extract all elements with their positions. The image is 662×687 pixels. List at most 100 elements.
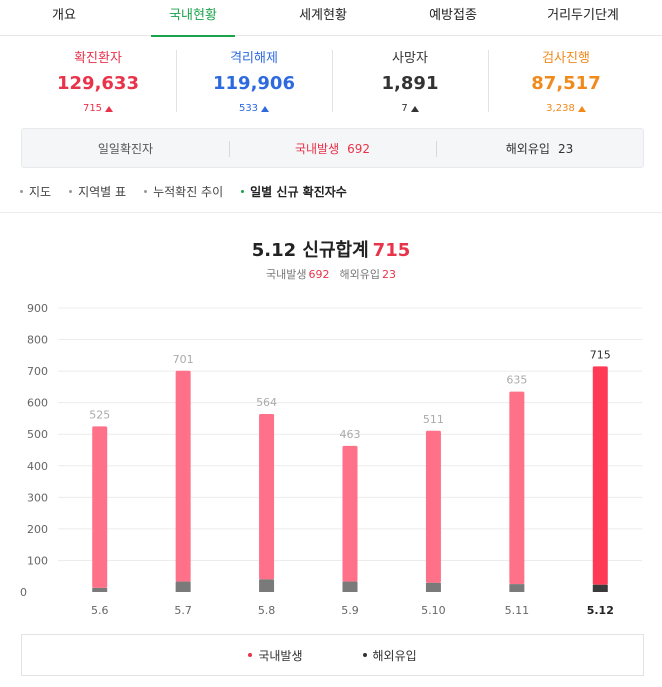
subnav-daily-new-label: 일별 신규 확진자수 xyxy=(250,184,347,199)
bar-overseas xyxy=(259,579,275,592)
daily-domestic-value: 692 xyxy=(347,141,371,156)
stat-deaths-value: 1,891 xyxy=(381,73,439,94)
bar-domestic xyxy=(175,370,191,582)
chart-subnav: 지도 지역별 표 누적확진 추이 일별 신규 확진자수 xyxy=(20,182,365,200)
legend-domestic[interactable]: 국내발생 xyxy=(248,647,303,664)
bar-value-label: 715 xyxy=(590,348,611,361)
stat-deaths-change-value: 7 xyxy=(401,103,408,114)
up-triangle-icon xyxy=(577,106,586,112)
y-tick-label: 0 xyxy=(20,586,27,599)
daily-overseas-value: 23 xyxy=(557,141,574,156)
stat-confirmed: 확진환자 129,633 715 xyxy=(20,40,176,122)
subnav-region-table-label: 지역별 표 xyxy=(78,184,127,199)
x-tick-label: 5.6 xyxy=(91,604,109,617)
legend-domestic-dot-icon xyxy=(248,653,253,657)
bar-value-label: 525 xyxy=(89,408,110,421)
daily-domestic-label: 국내발생 xyxy=(294,141,340,156)
bar-value-label: 635 xyxy=(506,374,527,387)
bar-value-label: 511 xyxy=(423,413,444,426)
bar-domestic xyxy=(259,414,275,580)
subnav-region-table[interactable]: 지역별 표 xyxy=(69,182,126,200)
subnav-map-label: 지도 xyxy=(29,184,52,199)
bar-domestic xyxy=(342,445,358,582)
section-divider xyxy=(0,212,662,213)
daily-overseas-label: 해외유입 xyxy=(505,141,550,156)
stat-released-label: 격리해제 xyxy=(230,51,278,66)
bar-domestic xyxy=(425,430,441,583)
bar-overseas xyxy=(342,581,358,592)
y-tick-label: 600 xyxy=(27,397,48,410)
y-tick-label: 700 xyxy=(27,365,48,378)
chart-title-total: 715 xyxy=(372,240,411,261)
bar-value-label: 564 xyxy=(256,396,277,409)
up-triangle-icon xyxy=(105,106,114,112)
daily-domestic: 국내발생 692 xyxy=(229,140,436,157)
stat-released: 격리해제 119,906 533 xyxy=(176,40,332,122)
daily-label: 일일확진자 xyxy=(97,141,154,156)
daily-overseas: 해외유입 23 xyxy=(436,140,643,157)
stat-confirmed-change-value: 715 xyxy=(82,103,103,114)
summary-stats: 확진환자 129,633 715 격리해제 119,906 533 사망자 1,… xyxy=(20,40,644,122)
bullet-icon xyxy=(241,189,245,193)
bar-value-label: 463 xyxy=(340,428,361,441)
subnav-cumulative[interactable]: 누적확진 추이 xyxy=(144,182,223,200)
bullet-icon xyxy=(69,189,73,193)
y-tick-label: 300 xyxy=(27,491,48,504)
up-triangle-icon xyxy=(410,106,419,112)
stat-testing-label: 검사진행 xyxy=(542,51,590,66)
x-tick-label: 5.12 xyxy=(587,604,614,617)
chart-title-text: 5.12 신규합계 xyxy=(251,240,369,261)
stat-released-value: 119,906 xyxy=(213,73,295,94)
chart-legend: 국내발생 해외유입 xyxy=(21,634,644,676)
bar-domestic xyxy=(592,366,608,585)
x-tick-label: 5.10 xyxy=(421,604,446,617)
stat-testing-change: 3,238 xyxy=(546,102,586,116)
stat-confirmed-change: 715 xyxy=(82,102,114,116)
stat-deaths: 사망자 1,891 7 xyxy=(332,40,488,122)
stat-confirmed-value: 129,633 xyxy=(57,73,139,94)
subnav-daily-new[interactable]: 일별 신규 확진자수 xyxy=(241,182,347,200)
y-tick-label: 400 xyxy=(27,460,48,473)
chart-subtitle: 국내발생 692 해외유입 23 xyxy=(0,266,662,282)
y-tick-label: 500 xyxy=(27,428,48,441)
bar-overseas xyxy=(175,581,191,592)
bar-value-label: 701 xyxy=(173,353,194,366)
legend-domestic-label: 국내발생 xyxy=(258,648,303,663)
legend-overseas-dot-icon xyxy=(362,653,367,657)
bar-overseas xyxy=(92,587,108,592)
stat-testing-change-value: 3,238 xyxy=(546,103,575,114)
chart-sub-domestic-label: 국내발생 xyxy=(266,268,307,281)
y-tick-label: 800 xyxy=(27,334,48,347)
tab-world[interactable]: 세계현황 xyxy=(299,8,347,23)
bar-domestic xyxy=(509,391,525,585)
daily-confirmed-box: 일일확진자 국내발생 692 해외유입 23 xyxy=(21,128,644,168)
tab-distancing[interactable]: 거리두기단계 xyxy=(547,8,619,23)
x-tick-label: 5.11 xyxy=(505,604,530,617)
main-tabs: 개요 국내현황 세계현황 예방접종 거리두기단계 xyxy=(0,0,662,37)
stat-deaths-change: 7 xyxy=(401,102,419,116)
x-tick-label: 5.8 xyxy=(258,604,276,617)
bar-overseas xyxy=(425,582,441,592)
up-triangle-icon xyxy=(261,106,270,112)
chart-sub-overseas-value: 23 xyxy=(381,268,396,281)
stat-deaths-label: 사망자 xyxy=(392,51,428,66)
bar-overseas xyxy=(509,584,525,592)
tab-domestic[interactable]: 국내현황 xyxy=(128,0,258,37)
stat-confirmed-label: 확진환자 xyxy=(74,51,122,66)
bullet-icon xyxy=(144,189,148,193)
tab-overview[interactable]: 개요 xyxy=(52,8,76,23)
legend-overseas[interactable]: 해외유입 xyxy=(362,647,417,664)
daily-cases-bar-chart: 0 100 200 300 400 500 600 700 800 900 525 5.6 701 5.7… xyxy=(20,302,642,617)
stat-released-change-value: 533 xyxy=(238,103,259,114)
bullet-icon xyxy=(20,189,23,193)
subnav-map[interactable]: 지도 xyxy=(20,182,51,200)
y-tick-label: 200 xyxy=(27,523,48,536)
stat-testing: 검사진행 87,517 3,238 xyxy=(488,40,644,122)
chart-sub-overseas-label: 해외유입 xyxy=(339,268,380,281)
subnav-cumulative-label: 누적확진 추이 xyxy=(153,184,224,199)
bar-overseas xyxy=(592,584,608,592)
chart-title: 5.12 신규합계 715 xyxy=(0,236,662,262)
tab-vaccination[interactable]: 예방접종 xyxy=(429,8,477,23)
y-tick-label: 900 xyxy=(27,302,48,315)
chart-sub-domestic-value: 692 xyxy=(308,268,330,281)
